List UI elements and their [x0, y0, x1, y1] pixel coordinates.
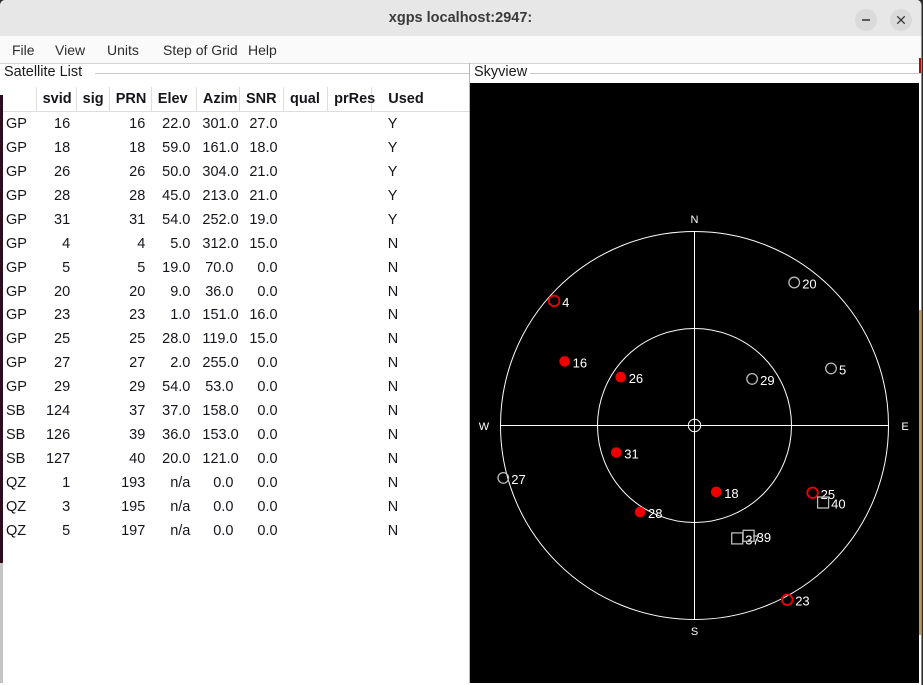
svg-text:39: 39 [757, 530, 771, 545]
svg-text:5: 5 [839, 362, 846, 377]
svg-text:26: 26 [629, 371, 643, 386]
svg-text:4: 4 [562, 295, 569, 310]
svg-text:N: N [691, 214, 699, 226]
svg-text:28: 28 [648, 506, 662, 521]
svg-text:16: 16 [573, 355, 587, 370]
svg-text:23: 23 [795, 594, 809, 609]
svg-text:27: 27 [511, 472, 525, 487]
svg-text:S: S [691, 626, 698, 638]
svg-text:40: 40 [831, 497, 845, 512]
svg-text:18: 18 [724, 486, 738, 501]
svg-text:31: 31 [624, 447, 638, 462]
svg-text:W: W [479, 421, 490, 433]
svg-text:20: 20 [802, 277, 816, 292]
svg-text:E: E [901, 421, 908, 433]
svg-text:29: 29 [760, 373, 774, 388]
